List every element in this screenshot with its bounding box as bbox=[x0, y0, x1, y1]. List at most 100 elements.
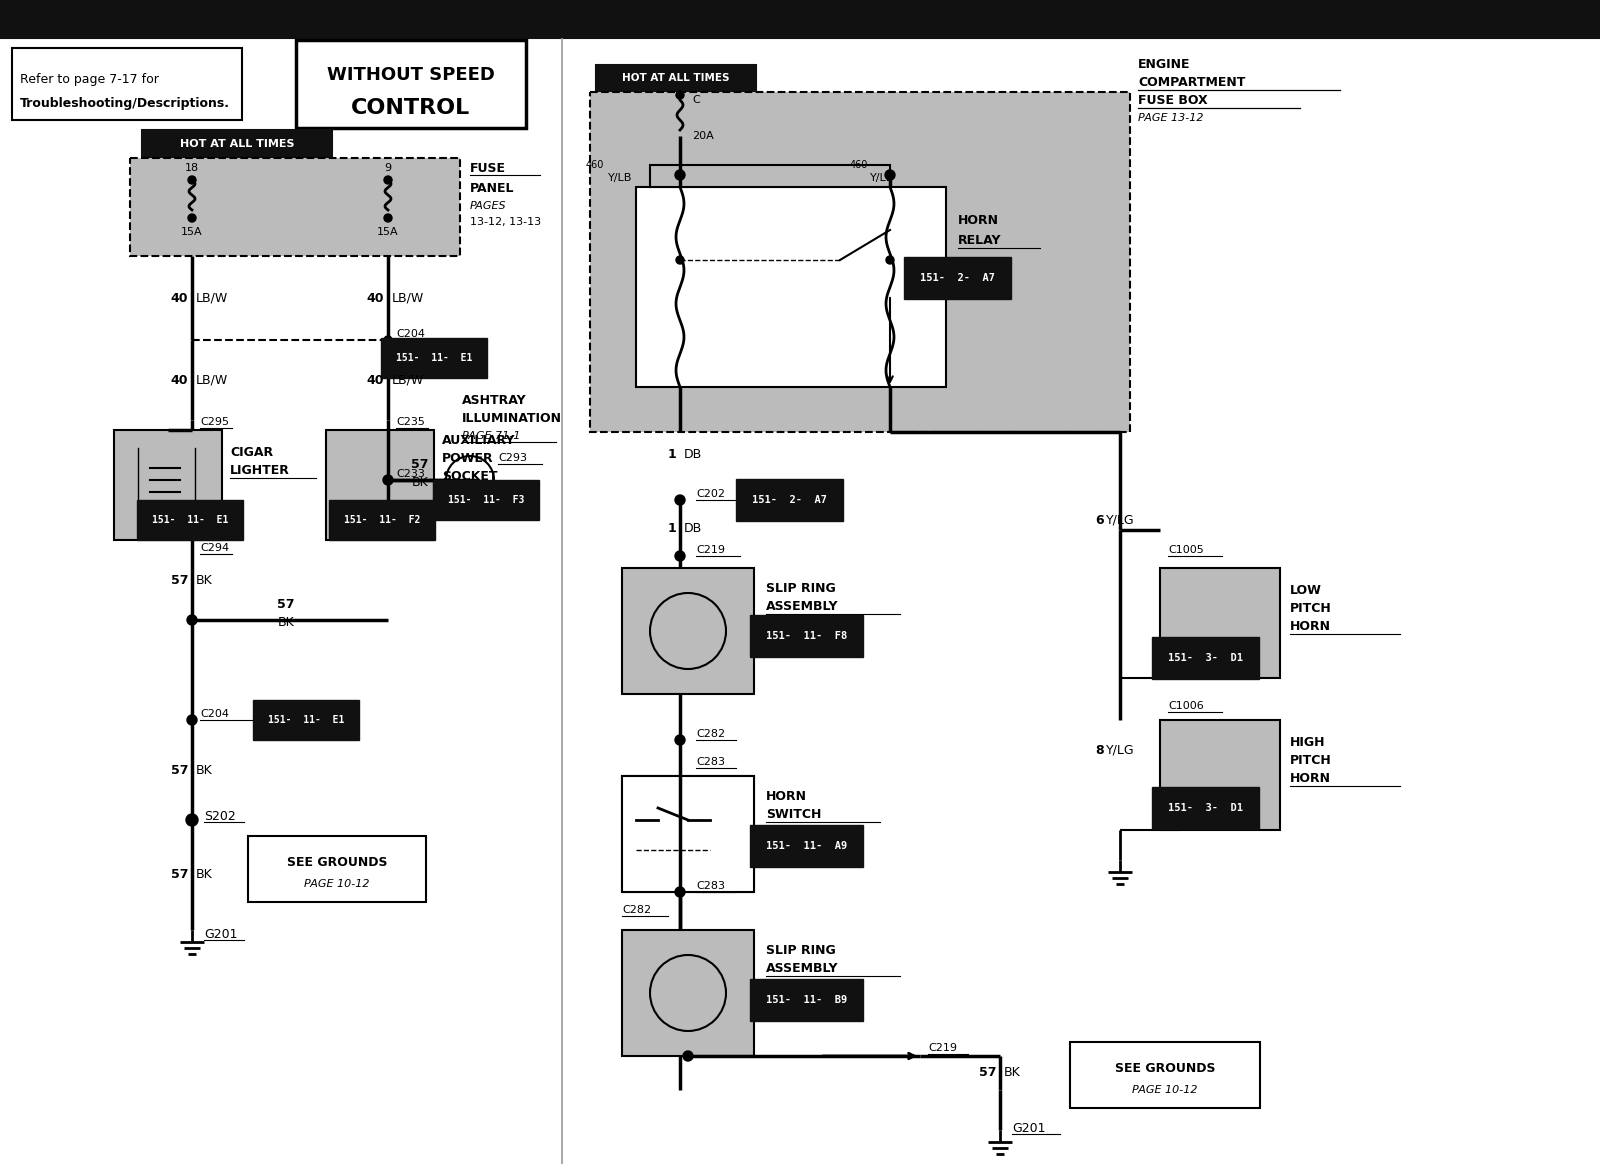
Text: POWER: POWER bbox=[442, 452, 494, 464]
Text: PAGE 13-12: PAGE 13-12 bbox=[1138, 113, 1203, 123]
Circle shape bbox=[187, 615, 197, 625]
Text: ASSEMBLY: ASSEMBLY bbox=[766, 961, 838, 974]
Bar bbox=[622, 776, 754, 892]
Text: LB/W: LB/W bbox=[195, 291, 229, 305]
Text: 20A: 20A bbox=[691, 132, 714, 141]
Text: SOCKET: SOCKET bbox=[442, 469, 498, 483]
Text: SEE GROUNDS: SEE GROUNDS bbox=[286, 856, 387, 868]
Circle shape bbox=[675, 495, 685, 505]
Text: PANEL: PANEL bbox=[470, 182, 515, 194]
Text: 151-  2-  A7: 151- 2- A7 bbox=[752, 495, 827, 505]
Text: S202: S202 bbox=[205, 809, 235, 823]
Bar bbox=[650, 165, 890, 187]
Circle shape bbox=[886, 256, 894, 264]
Bar bbox=[0, 0, 1600, 38]
Text: PITCH: PITCH bbox=[1290, 602, 1331, 615]
Text: 151-  11-  F8: 151- 11- F8 bbox=[766, 631, 848, 641]
Text: FUSE: FUSE bbox=[470, 162, 506, 175]
Text: 9: 9 bbox=[384, 163, 392, 173]
Text: ENGINE: ENGINE bbox=[1138, 58, 1190, 71]
Text: HORN: HORN bbox=[1290, 619, 1331, 632]
Circle shape bbox=[675, 256, 685, 264]
Bar bbox=[1070, 1042, 1261, 1108]
Text: COMPARTMENT: COMPARTMENT bbox=[1138, 76, 1245, 88]
Bar bbox=[114, 430, 222, 540]
Text: LOW: LOW bbox=[1290, 583, 1322, 596]
Bar bbox=[130, 158, 461, 256]
Circle shape bbox=[187, 715, 197, 725]
Text: 151-  11-  B9: 151- 11- B9 bbox=[766, 995, 848, 1005]
Circle shape bbox=[675, 170, 685, 180]
Text: 57: 57 bbox=[171, 574, 189, 587]
Bar bbox=[622, 776, 754, 892]
Bar bbox=[622, 568, 754, 694]
Bar bbox=[622, 930, 754, 1056]
Text: 57: 57 bbox=[979, 1065, 995, 1079]
Text: C233: C233 bbox=[397, 469, 426, 480]
Bar bbox=[248, 836, 426, 902]
Text: SLIP RING: SLIP RING bbox=[766, 582, 835, 595]
Text: C: C bbox=[691, 95, 699, 105]
Text: LB/W: LB/W bbox=[195, 374, 229, 386]
Text: 57: 57 bbox=[277, 597, 294, 610]
Text: CIGAR: CIGAR bbox=[230, 446, 274, 459]
Text: BK: BK bbox=[278, 616, 294, 629]
Text: 151-  11-  A9: 151- 11- A9 bbox=[766, 842, 848, 851]
Text: 40: 40 bbox=[171, 374, 189, 386]
Text: LIGHTER: LIGHTER bbox=[230, 463, 290, 476]
Text: SLIP RING: SLIP RING bbox=[766, 944, 835, 957]
Text: C294: C294 bbox=[200, 542, 229, 553]
Text: 151-  3-  D1: 151- 3- D1 bbox=[1168, 803, 1243, 812]
Text: 151-  3-  D1: 151- 3- D1 bbox=[1168, 653, 1243, 663]
Text: LB/W: LB/W bbox=[392, 291, 424, 305]
Text: BK: BK bbox=[195, 764, 213, 776]
Text: C295: C295 bbox=[200, 417, 229, 427]
Text: C282: C282 bbox=[622, 904, 651, 915]
Text: Y/LG: Y/LG bbox=[1106, 513, 1134, 526]
Text: PAGE 10-12: PAGE 10-12 bbox=[1133, 1085, 1198, 1095]
Text: C204: C204 bbox=[200, 709, 229, 719]
Bar bbox=[1160, 568, 1280, 677]
Text: AUXILIARY: AUXILIARY bbox=[442, 433, 515, 447]
Text: HOT AT ALL TIMES: HOT AT ALL TIMES bbox=[179, 139, 294, 149]
Text: CONTROL: CONTROL bbox=[352, 98, 470, 118]
Circle shape bbox=[384, 176, 392, 184]
Text: 1: 1 bbox=[667, 448, 675, 461]
Text: Y/LG: Y/LG bbox=[1106, 744, 1134, 757]
Text: 6: 6 bbox=[1096, 513, 1104, 526]
Text: SWITCH: SWITCH bbox=[766, 808, 821, 821]
Text: 1: 1 bbox=[667, 521, 675, 534]
Text: WITHOUT SPEED: WITHOUT SPEED bbox=[326, 66, 494, 84]
Text: 40: 40 bbox=[366, 291, 384, 305]
Text: 460: 460 bbox=[586, 159, 605, 170]
Circle shape bbox=[683, 1051, 693, 1062]
Text: BK: BK bbox=[411, 476, 429, 489]
Text: 151-  11-  E1: 151- 11- E1 bbox=[269, 715, 344, 725]
Text: PITCH: PITCH bbox=[1290, 753, 1331, 767]
Circle shape bbox=[384, 214, 392, 222]
Text: HIGH: HIGH bbox=[1290, 736, 1325, 748]
Text: LB/W: LB/W bbox=[392, 374, 424, 386]
Circle shape bbox=[384, 336, 392, 345]
Text: BK: BK bbox=[195, 868, 213, 881]
Circle shape bbox=[675, 887, 685, 897]
Text: RELAY: RELAY bbox=[958, 234, 1002, 247]
Text: Troubleshooting/Descriptions.: Troubleshooting/Descriptions. bbox=[19, 98, 230, 111]
Text: PAGE 10-12: PAGE 10-12 bbox=[304, 879, 370, 889]
Text: C219: C219 bbox=[928, 1043, 957, 1053]
Text: FUSE BOX: FUSE BOX bbox=[1138, 93, 1208, 106]
Text: PAGES: PAGES bbox=[470, 201, 507, 211]
Text: DB: DB bbox=[685, 448, 702, 461]
Circle shape bbox=[189, 214, 195, 222]
Text: HOT AT ALL TIMES: HOT AT ALL TIMES bbox=[622, 73, 730, 83]
Circle shape bbox=[186, 814, 198, 826]
Text: 57: 57 bbox=[171, 868, 189, 881]
Text: DB: DB bbox=[685, 521, 702, 534]
Text: C282: C282 bbox=[696, 729, 725, 739]
Text: 151-  11-  F2: 151- 11- F2 bbox=[344, 514, 421, 525]
Text: 8: 8 bbox=[1096, 744, 1104, 757]
Text: 460: 460 bbox=[850, 159, 869, 170]
Text: 151-  11-  F3: 151- 11- F3 bbox=[448, 495, 525, 505]
Circle shape bbox=[382, 475, 394, 485]
Text: Y/LB: Y/LB bbox=[608, 173, 632, 183]
